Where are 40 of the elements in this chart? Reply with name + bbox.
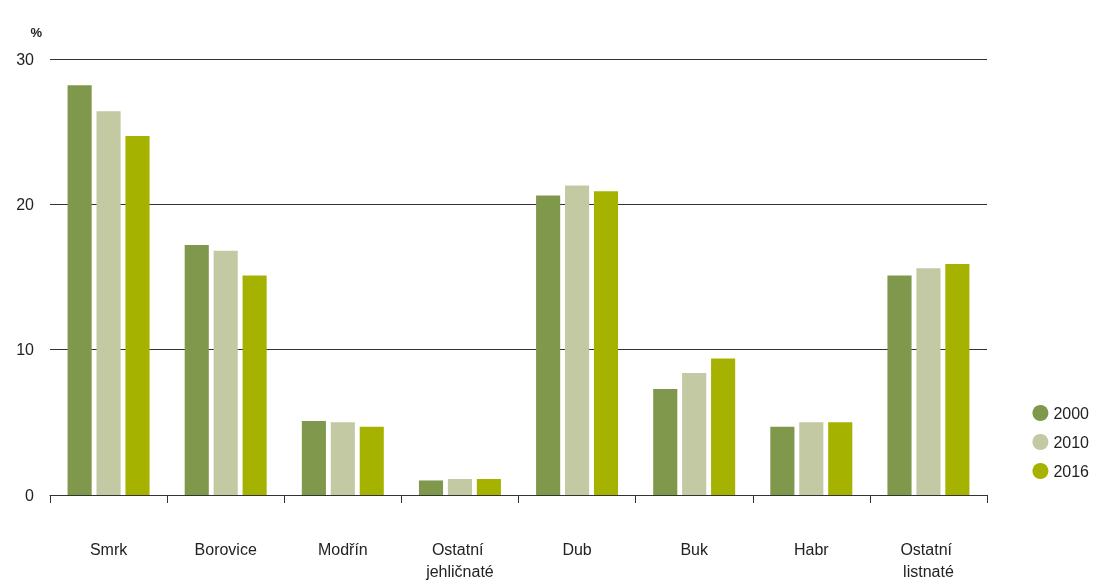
bar — [96, 111, 121, 495]
y-tick-label: 30 — [16, 50, 35, 68]
bar — [682, 372, 707, 495]
bar — [476, 479, 501, 495]
y-tick-label: 10 — [16, 341, 35, 359]
legend-label: 2000 — [1053, 404, 1090, 422]
bar — [593, 191, 619, 495]
x-tick-label: Buk — [680, 540, 709, 558]
y-tick-label: 0 — [25, 486, 35, 504]
y-axis-title: % — [30, 25, 43, 40]
bar — [828, 422, 853, 495]
x-tick-label: Modřín — [317, 540, 368, 558]
bar — [184, 245, 209, 495]
bar — [359, 426, 384, 495]
bar — [653, 388, 678, 495]
x-tick-label: Dub — [562, 540, 592, 558]
bar — [945, 263, 970, 495]
bar — [418, 480, 444, 495]
bar — [711, 358, 736, 495]
bar — [799, 422, 824, 495]
x-tick-label: Borovice — [194, 540, 257, 558]
bar — [125, 136, 150, 495]
legend-label: 2010 — [1053, 433, 1090, 451]
bar — [67, 85, 92, 495]
bar — [916, 268, 941, 495]
bar — [301, 420, 326, 495]
y-tick-label: 20 — [16, 195, 35, 213]
bar — [213, 250, 238, 495]
bar — [770, 426, 795, 495]
bar — [330, 422, 355, 495]
x-tick-label: Ostatní listnaté — [900, 540, 957, 580]
x-tick-label: Smrk — [89, 540, 129, 558]
x-tick-label: Habr — [793, 540, 830, 558]
bar — [242, 275, 267, 495]
bar — [887, 275, 912, 495]
bar — [447, 479, 472, 495]
bar — [536, 195, 561, 495]
bar — [565, 185, 590, 495]
x-tick-label: Ostatní jehličnaté — [425, 540, 494, 580]
legend-label: 2016 — [1053, 462, 1090, 480]
